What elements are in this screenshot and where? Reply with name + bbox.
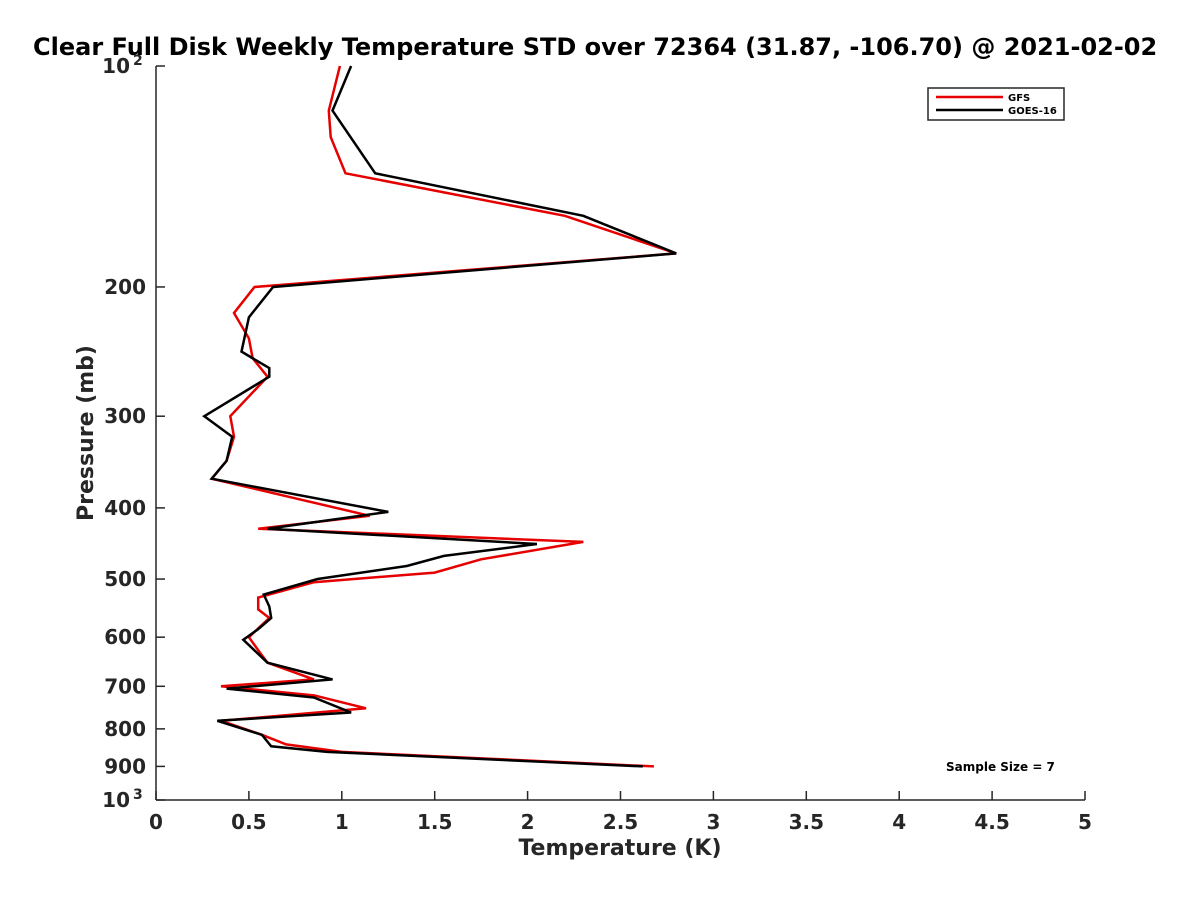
x-tick-label: 3 [706,810,720,834]
y-tick-label: 10 [102,54,130,78]
x-tick-label: 4.5 [974,810,1009,834]
y-tick-label: 400 [104,496,146,520]
y-tick-exponent: 3 [133,787,143,803]
x-tick-label: 2.5 [603,810,638,834]
y-tick-label: 900 [104,754,146,778]
y-tick-label: 200 [104,275,146,299]
y-axis-label: Pressure (mb) [74,345,99,521]
x-tick-label: 3.5 [789,810,824,834]
plot-area [155,66,1085,801]
x-tick-label: 4 [892,810,906,834]
y-tick-exponent: 2 [133,53,143,69]
x-ticks: 0 0.5 1 1.5 2 2.5 3 3.5 4 4.5 5 [149,791,1092,834]
y-tick-label: 300 [104,404,146,428]
series-line-goes16 [202,65,677,768]
y-tick-label: 10 [102,788,130,812]
y-tick-label: 800 [104,717,146,741]
x-tick-label: 2 [521,810,535,834]
x-tick-label: 1.5 [417,810,452,834]
x-tick-label: 0.5 [231,810,266,834]
x-tick-label: 1 [335,810,349,834]
series-line-gfs [209,65,677,768]
legend-label-gfs: GFS [1008,93,1030,104]
y-tick-label: 500 [104,567,146,591]
y-tick-label: 700 [104,674,146,698]
series-layer [202,65,677,768]
legend: GFS GOES-16 [927,87,1065,121]
sample-size-annotation: Sample Size = 7 [946,760,1055,774]
x-tick-label: 0 [149,810,163,834]
y-tick-label: 600 [104,625,146,649]
x-tick-label: 5 [1078,810,1092,834]
legend-label-goes16: GOES-16 [1008,106,1057,117]
chart-title: Clear Full Disk Weekly Temperature STD o… [33,33,1157,61]
x-axis-label: Temperature (K) [518,836,721,861]
legend-box [927,87,1065,121]
